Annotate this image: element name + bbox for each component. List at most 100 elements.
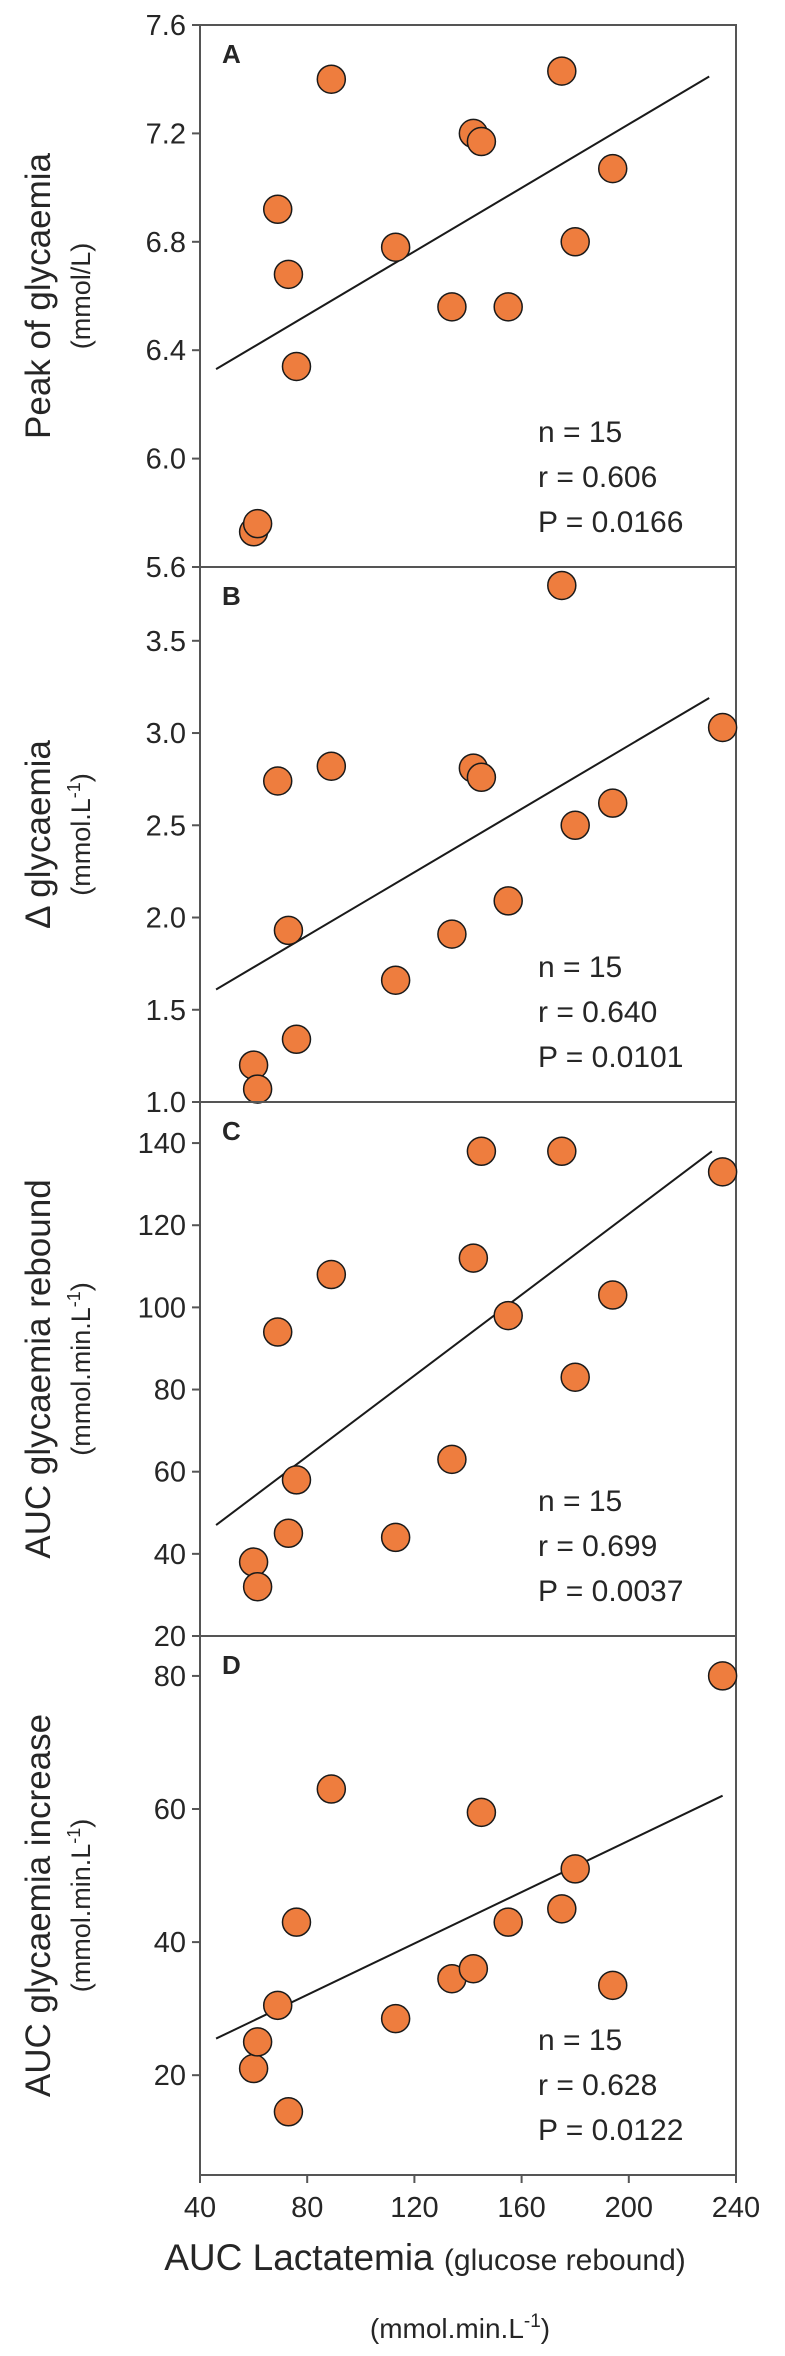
panel-a-data-point xyxy=(560,227,590,257)
panel-d-data-point xyxy=(466,1797,497,1828)
panel-a-data-point xyxy=(466,126,497,157)
panel-c-fit-line xyxy=(215,1150,713,1526)
panel-c-data-point xyxy=(238,1547,269,1577)
panel-d-y-tick-label: 60 xyxy=(154,1794,186,1826)
panel-d-data-point xyxy=(707,1661,738,1691)
panel-a-data-point xyxy=(281,351,312,382)
panel-d-y-axis-title: AUC glycaemia increase xyxy=(19,1714,58,2097)
panel-d-data-point xyxy=(316,1774,347,1804)
x-axis-unit-sup: -1 xyxy=(524,2311,541,2332)
panel-d-y-tick-label: 40 xyxy=(154,1927,186,1959)
panel-b-data-point xyxy=(493,886,523,916)
panel-c-y-tick-label: 120 xyxy=(138,1210,186,1242)
panel-c-data-point xyxy=(437,1444,467,1475)
panel-a-y-axis-unit: (mmol/L) xyxy=(66,243,96,350)
panel-b-data-point xyxy=(281,1024,312,1055)
panel-b-y-tick-label: 1.5 xyxy=(146,995,186,1027)
panel-a-data-point xyxy=(273,259,304,290)
x-axis-unit-close: ) xyxy=(541,2313,550,2344)
panel-c-y-tick-label: 60 xyxy=(154,1457,186,1489)
panel-a-fit-line xyxy=(215,75,710,371)
panel-b-data-point xyxy=(262,766,293,796)
x-tick-label: 80 xyxy=(291,2192,323,2224)
x-axis-title: AUC Lactatemia (glucose rebound) (mmol.m… xyxy=(164,2237,686,2344)
panel-d-y-tick-label: 20 xyxy=(154,2060,186,2092)
panel-b-letter: B xyxy=(222,581,241,611)
panel-c-y-axis-unit: (mmol.min.L-1) xyxy=(64,1282,96,1456)
panel-b-y-axis-unit: (mmol.L-1) xyxy=(64,773,96,896)
panel-c: 20 40 60 80 100 120 140 Cn = 15 r = 0.699 P = 0.0… xyxy=(19,1101,738,1653)
panel-c-stat: n = 15 xyxy=(538,1485,622,1518)
panel-d-frame xyxy=(199,1635,737,2176)
x-axis-title-paren: (glucose rebound) xyxy=(444,2244,686,2277)
panel-c-data-point xyxy=(493,1300,523,1331)
panel-c-y-tick-label: 20 xyxy=(154,1621,186,1653)
panel-b-stat: n = 15 xyxy=(538,951,622,984)
panel-c-data-point xyxy=(316,1259,347,1290)
panel-a-data-point xyxy=(437,292,467,322)
panel-b-data-point xyxy=(597,788,628,818)
panel-c-y-tick-label: 40 xyxy=(154,1539,186,1571)
panel-a: 5.6 6.0 6.4 6.8 7.2 7.6 An = 15 r = 0.606 P = 0.… xyxy=(19,10,737,584)
panel-d-data-point xyxy=(273,2097,304,2127)
panel-a-y-tick-label: 6.4 xyxy=(146,335,186,367)
panel-d-y-tick-label: 80 xyxy=(154,1661,186,1693)
panel-d-data-point xyxy=(238,2053,269,2084)
panel-d-stat: P = 0.0122 xyxy=(538,2114,683,2147)
panel-b-y-tick-label: 3.5 xyxy=(146,626,186,658)
panel-a-y-tick-label: 5.6 xyxy=(146,552,186,584)
panel-c-y-tick-label: 80 xyxy=(154,1375,186,1407)
x-tick-label: 200 xyxy=(605,2192,653,2224)
panel-c-data-point xyxy=(380,1522,411,1553)
panel-d-fit-line xyxy=(215,1794,724,2040)
panel-b-y-tick-label: 2.5 xyxy=(146,810,186,842)
panel-a-data-point xyxy=(242,508,273,539)
panel-a-letter: A xyxy=(222,39,241,69)
x-tick-label: 160 xyxy=(497,2192,545,2224)
panel-b-data-point xyxy=(273,915,304,946)
panel-d-data-point xyxy=(262,1990,293,2021)
x-axis-title-main: AUC Lactatemia xyxy=(164,2237,444,2278)
panel-c-stat: r = 0.699 xyxy=(538,1530,657,1563)
panel-c-data-point xyxy=(458,1243,489,1273)
panel-a-data-point xyxy=(493,292,523,322)
x-axis-unit-base: (mmol.min.L xyxy=(370,2313,524,2344)
panel-c-data-point xyxy=(262,1317,293,1347)
panel-c-data-point xyxy=(597,1280,628,1310)
panel-a-stat: r = 0.606 xyxy=(538,461,657,494)
panel-d-data-point xyxy=(493,1907,523,1937)
panel-b-y-tick-label: 2.0 xyxy=(146,903,186,935)
panel-b-data-point xyxy=(547,570,577,601)
panel-d-data-point xyxy=(458,1953,489,1984)
panel-b-stat: P = 0.0101 xyxy=(538,1041,683,1074)
panel-c-y-axis-title: AUC glycaemia rebound xyxy=(19,1179,58,1558)
panel-a-y-tick-label: 7.6 xyxy=(146,10,186,42)
panel-b-data-point xyxy=(437,919,467,949)
panel-b-y-tick-label: 3.0 xyxy=(146,718,186,750)
panel-a-y-tick-label: 7.2 xyxy=(146,118,186,150)
x-axis-unit: (mmol.min.L-1) xyxy=(370,2311,550,2344)
panel-d-letter: D xyxy=(222,1650,241,1680)
panel-b-y-tick-label: 1.0 xyxy=(146,1087,186,1119)
panel-c-data-point xyxy=(547,1136,577,1167)
panel-d-stat: n = 15 xyxy=(538,2024,622,2057)
panel-a-data-point xyxy=(597,153,628,184)
panel-d-stat: r = 0.628 xyxy=(538,2069,657,2102)
panel-a-stat: n = 15 xyxy=(538,416,622,449)
panel-b-data-point xyxy=(380,965,411,995)
panel-b-data-point xyxy=(707,712,738,743)
panel-a-data-point xyxy=(547,56,577,86)
panel-b-data-point xyxy=(560,810,590,841)
panel-b-stat: r = 0.640 xyxy=(538,996,657,1029)
panel-a-data-point xyxy=(262,194,293,225)
panel-b-data-point xyxy=(242,1074,273,1104)
panel-c-y-tick-label: 140 xyxy=(138,1128,186,1160)
panel-b-data-point xyxy=(316,751,347,781)
svg-text:AUC Lactatemia (glucose reboun: AUC Lactatemia (glucose rebound) xyxy=(164,2237,686,2278)
panel-c-data-point xyxy=(273,1518,304,1549)
panel-d: 20 40 60 80 40 80 120 160 200 240 Dn = 15 r = 0.628… xyxy=(19,1635,760,2224)
panel-d-data-point xyxy=(242,2027,273,2057)
panel-d-data-point xyxy=(560,1854,590,1884)
panel-c-data-point xyxy=(707,1157,738,1187)
